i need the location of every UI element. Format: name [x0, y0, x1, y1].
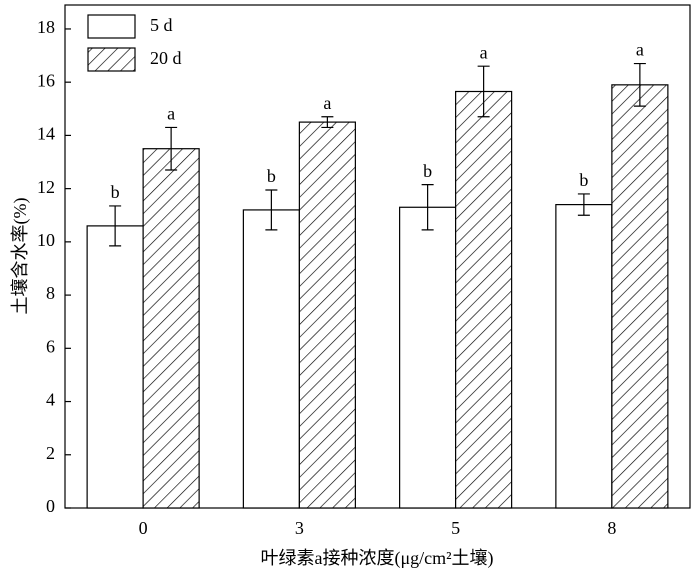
- legend-label: 20 d: [150, 48, 182, 68]
- error-bar: [321, 116, 334, 129]
- y-tick-label: 14: [37, 124, 55, 144]
- error-bar: [577, 193, 590, 216]
- significance-letter: a: [636, 40, 644, 60]
- significance-letter: a: [480, 42, 488, 62]
- error-bar: [109, 205, 122, 247]
- y-tick-label: 2: [46, 443, 55, 463]
- y-tick-label: 4: [46, 390, 55, 410]
- y-tick-label: 6: [46, 336, 55, 356]
- y-tick-label: 12: [37, 177, 55, 197]
- error-bar: [421, 184, 434, 231]
- x-tick-label: 3: [295, 518, 304, 538]
- y-tick-label: 10: [37, 230, 55, 250]
- error-bar: [633, 62, 646, 107]
- error-bar: [265, 189, 278, 231]
- x-tick-label: 5: [451, 518, 460, 538]
- x-axis-label: 叶绿素a接种浓度(μg/cm²土壤): [260, 548, 493, 569]
- significance-letter: b: [423, 161, 432, 181]
- significance-letter: b: [267, 166, 276, 186]
- y-axis-label: 土壤含水率(%): [10, 198, 31, 315]
- significance-letter: b: [579, 170, 588, 190]
- bar: [142, 148, 200, 509]
- significance-letter: a: [323, 93, 331, 113]
- significance-letter: a: [167, 104, 175, 124]
- bar: [242, 209, 300, 509]
- bar: [555, 204, 613, 509]
- plot-frame: [64, 4, 691, 509]
- y-tick-label: 16: [37, 70, 55, 90]
- bar: [399, 206, 457, 509]
- y-tick-label: 0: [46, 496, 55, 516]
- error-bar: [477, 65, 490, 118]
- legend-label: 5 d: [150, 15, 173, 35]
- y-tick-label: 8: [46, 283, 55, 303]
- x-tick-label: 8: [607, 518, 616, 538]
- legend-swatch: [87, 47, 136, 72]
- bar: [86, 225, 144, 509]
- significance-letter: b: [111, 182, 120, 202]
- y-tick-label: 18: [37, 17, 55, 37]
- bar: [455, 90, 513, 509]
- legend-swatch: [87, 14, 136, 39]
- error-bar: [165, 126, 178, 171]
- x-tick-label: 0: [139, 518, 148, 538]
- bar: [611, 84, 669, 509]
- bar: [298, 121, 356, 509]
